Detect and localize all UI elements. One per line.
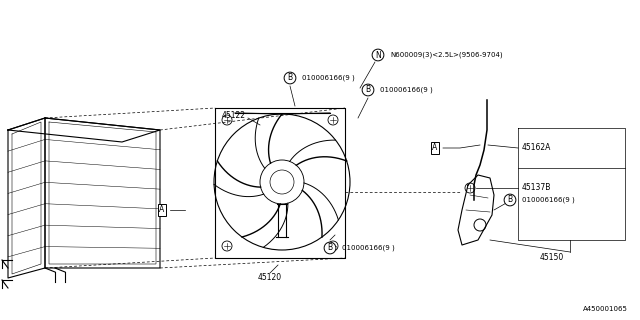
Text: 010006166(9 ): 010006166(9 ) bbox=[522, 197, 575, 203]
Text: B: B bbox=[287, 74, 292, 83]
Text: A: A bbox=[159, 205, 164, 214]
Text: B: B bbox=[508, 196, 513, 204]
Text: 010006166(9 ): 010006166(9 ) bbox=[380, 87, 433, 93]
Text: 45162A: 45162A bbox=[522, 143, 552, 153]
Text: 010006166(9 ): 010006166(9 ) bbox=[342, 245, 395, 251]
Text: 45120: 45120 bbox=[258, 274, 282, 283]
Text: N600009(3)<2.5L>(9506-9704): N600009(3)<2.5L>(9506-9704) bbox=[390, 52, 502, 58]
Text: 45137B: 45137B bbox=[522, 183, 552, 193]
Text: A: A bbox=[433, 143, 438, 153]
Text: N: N bbox=[375, 51, 381, 60]
Text: 010006166(9 ): 010006166(9 ) bbox=[302, 75, 355, 81]
Text: A450001065: A450001065 bbox=[583, 306, 628, 312]
Text: 45150: 45150 bbox=[540, 253, 564, 262]
Text: B: B bbox=[365, 85, 371, 94]
Text: 45122: 45122 bbox=[222, 110, 246, 119]
Text: B: B bbox=[328, 244, 333, 252]
